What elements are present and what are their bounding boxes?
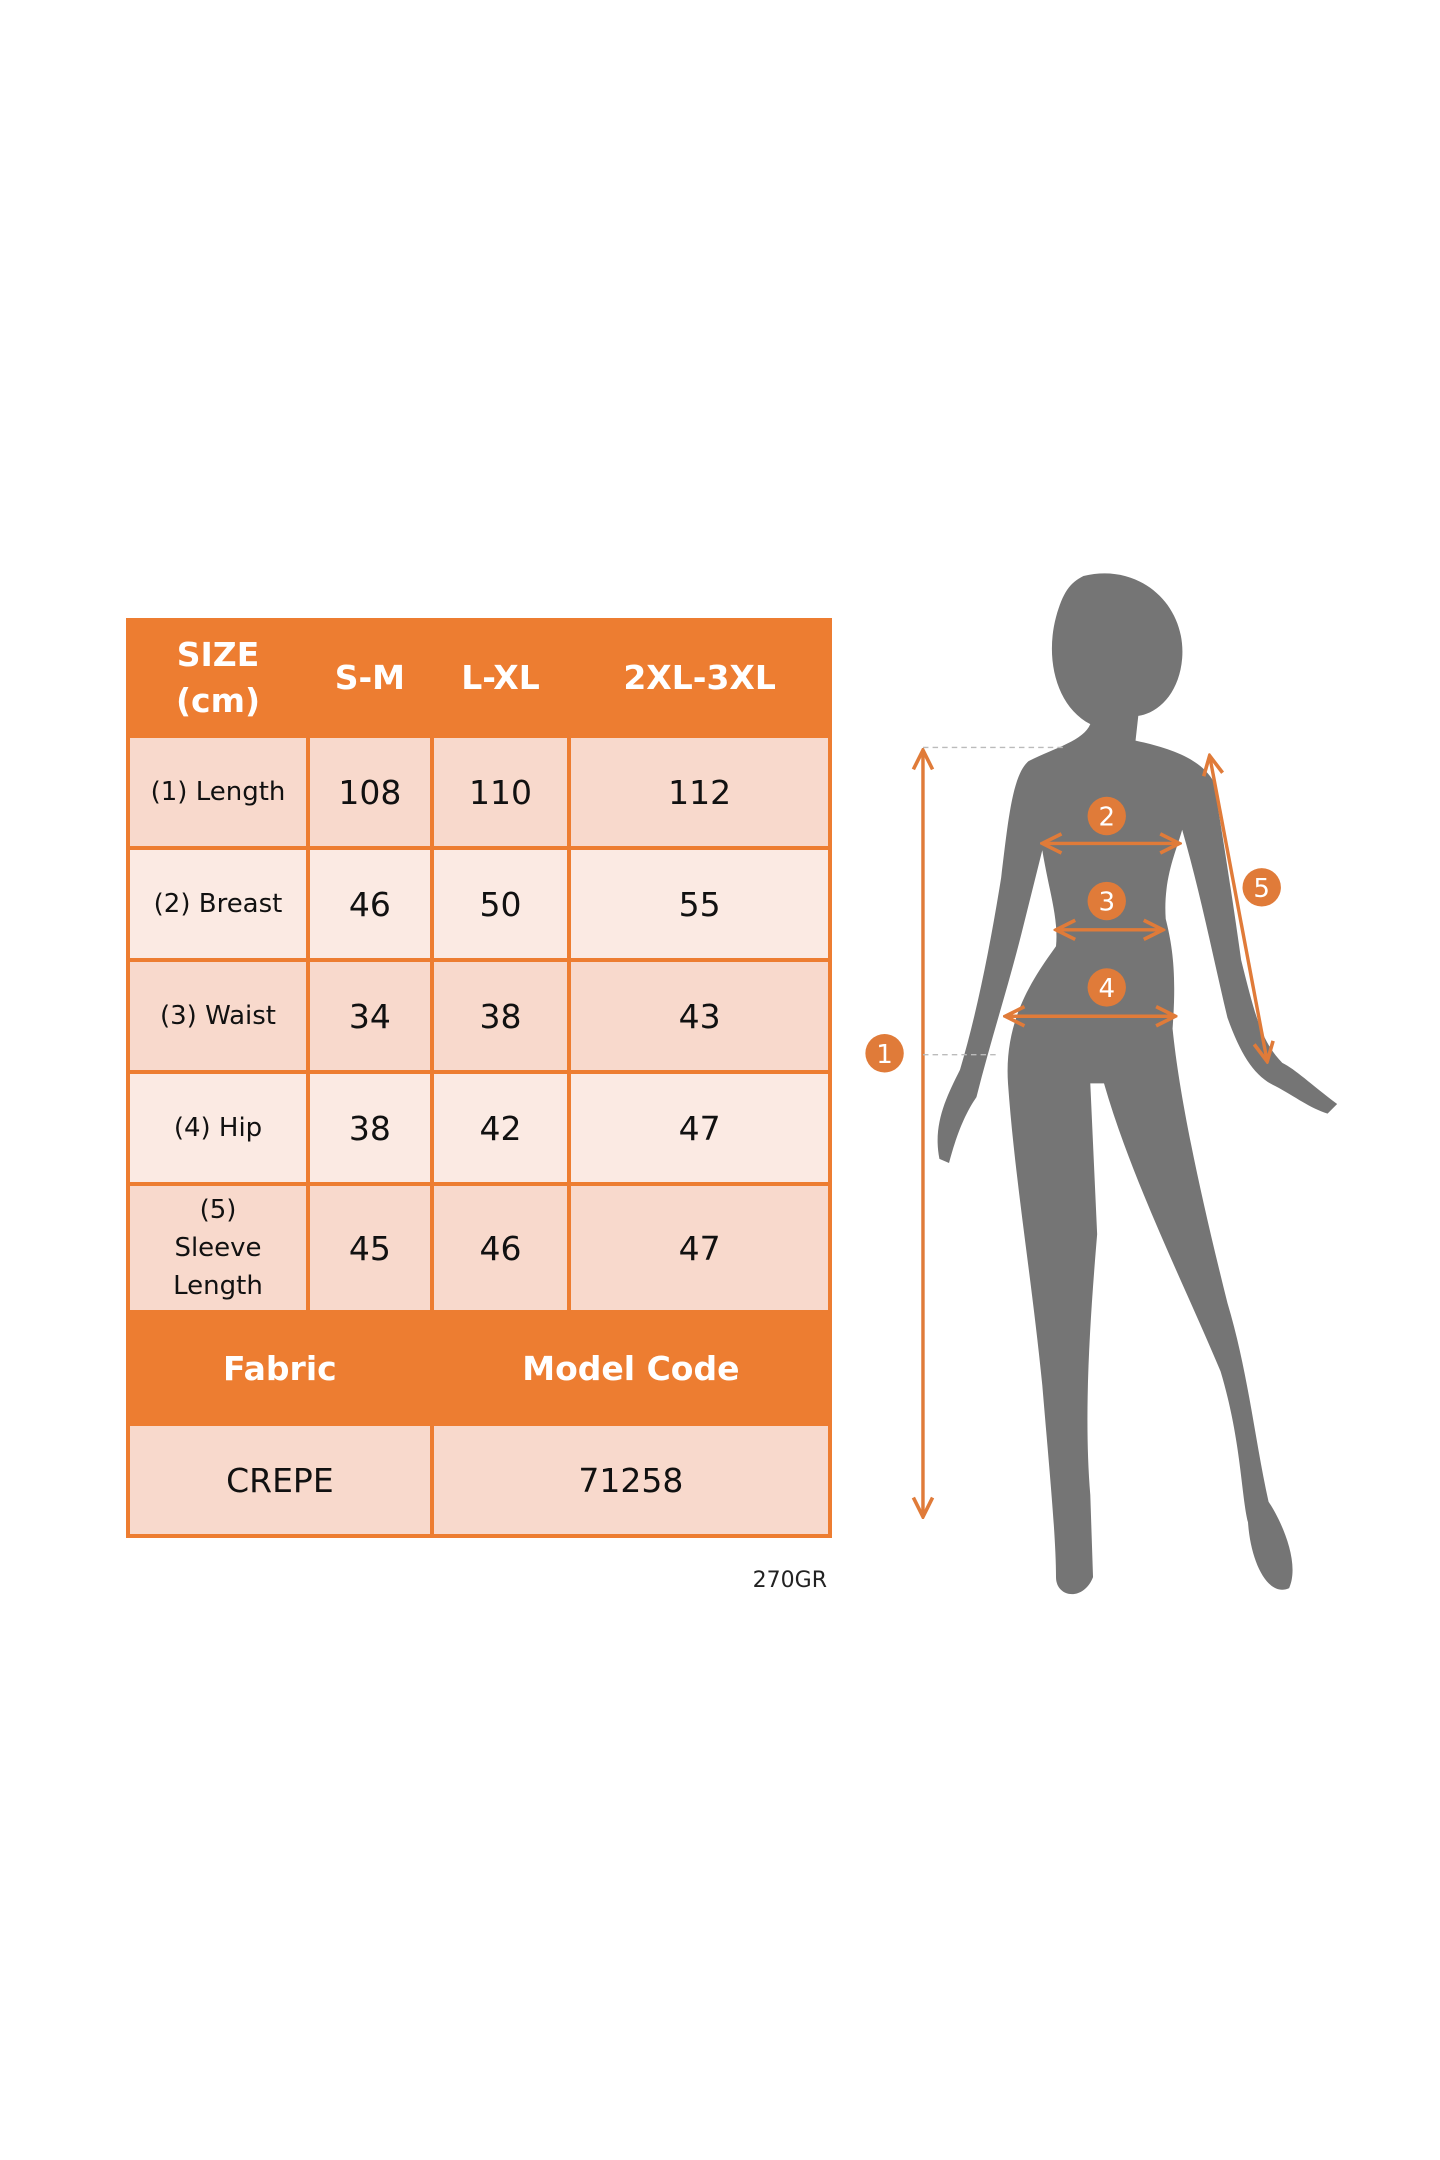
table-row: (5) Sleeve Length 45 46 47 — [126, 1182, 832, 1314]
table-row: (3) Waist 34 38 43 — [126, 958, 832, 1074]
header-row: SIZE (cm) S-M L-XL 2XL-3XL — [126, 618, 832, 738]
marker-3: 3 — [1087, 881, 1126, 921]
cell: 110 — [429, 734, 572, 850]
size-label: SIZE — [176, 635, 260, 674]
cell: 112 — [567, 734, 832, 850]
marker-1: 1 — [865, 1034, 904, 1073]
cell: 50 — [429, 846, 572, 962]
marker-5: 5 — [1242, 868, 1281, 907]
cell: 46 — [306, 846, 434, 962]
size-chart-table: SIZE (cm) S-M L-XL 2XL-3XL (1) Length 108… — [126, 618, 833, 1538]
header-2xl-3xl: 2XL-3XL — [567, 618, 832, 738]
cell: 47 — [567, 1070, 832, 1186]
cell: 47 — [567, 1182, 832, 1314]
sleeve-arrow — [1210, 756, 1268, 1062]
table-row: (2) Breast 46 50 55 — [126, 846, 832, 962]
cell: 45 — [306, 1182, 434, 1314]
weight-note: 270GR — [752, 1568, 827, 1593]
cell: 34 — [306, 958, 434, 1074]
marker-2: 2 — [1087, 796, 1126, 836]
table-row: (1) Length 108 110 112 — [126, 734, 832, 850]
unit-label: (cm) — [175, 681, 261, 720]
row-label: (1) Length — [126, 734, 310, 850]
row-label: (4) Hip — [126, 1070, 310, 1186]
cell: 43 — [567, 958, 832, 1074]
table-row: (4) Hip 38 42 47 — [126, 1070, 832, 1186]
cell: 55 — [567, 846, 832, 962]
header-s-m: S-M — [306, 618, 434, 738]
cell: 46 — [429, 1182, 572, 1314]
model-code-header: Model Code — [429, 1310, 833, 1426]
row-label: (2) Breast — [126, 846, 310, 962]
fabric-value: CREPE — [126, 1422, 434, 1538]
cell: 42 — [429, 1070, 572, 1186]
size-header-cell: SIZE (cm) — [126, 618, 310, 738]
svg-text:5: 5 — [1253, 874, 1270, 904]
marker-4: 4 — [1087, 968, 1126, 1007]
footer-value-row: CREPE 71258 — [126, 1422, 833, 1538]
row-label: (3) Waist — [126, 958, 310, 1074]
svg-text:4: 4 — [1098, 974, 1115, 1004]
silhouette — [937, 573, 1338, 1595]
model-code-value: 71258 — [429, 1422, 833, 1538]
cell: 38 — [429, 958, 572, 1074]
header-l-xl: L-XL — [429, 618, 572, 738]
footer-header-row: Fabric Model Code — [126, 1310, 833, 1426]
svg-text:3: 3 — [1098, 888, 1115, 918]
row-label: (5) Sleeve Length — [126, 1182, 310, 1314]
svg-text:1: 1 — [876, 1040, 893, 1070]
cell: 38 — [306, 1070, 434, 1186]
cell: 108 — [306, 734, 434, 850]
svg-text:2: 2 — [1098, 803, 1115, 833]
fabric-header: Fabric — [126, 1310, 434, 1426]
